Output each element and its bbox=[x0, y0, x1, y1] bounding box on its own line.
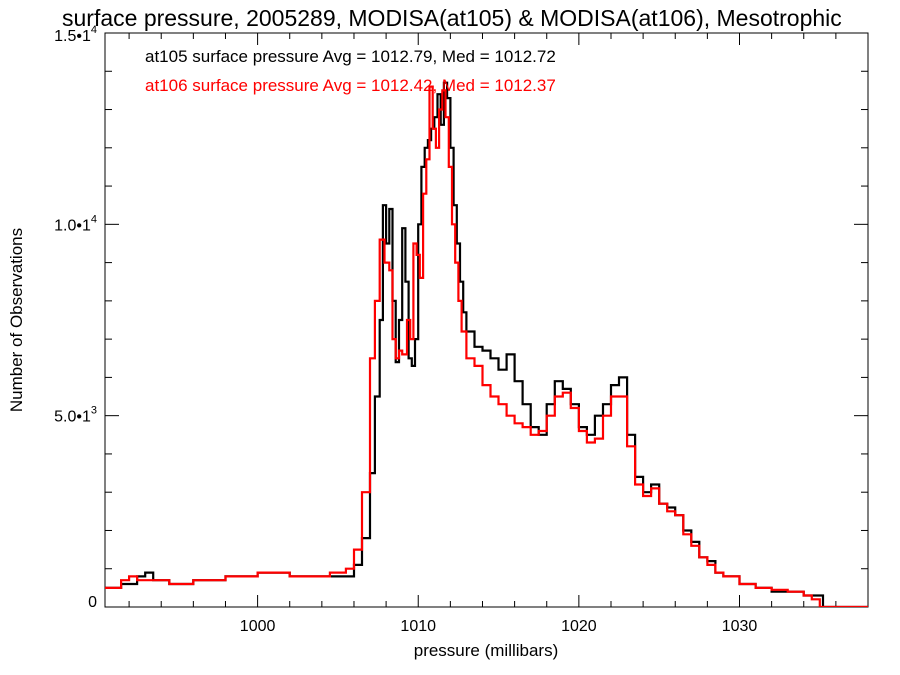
annotation-at106: at106 surface pressure Avg = 1012.42, Me… bbox=[145, 76, 556, 95]
annotation-at105: at105 surface pressure Avg = 1012.79, Me… bbox=[145, 47, 556, 66]
tick-labels: 1000 1010 1020 1030 0 5.0•13 1.0•14 1.5•14 bbox=[54, 24, 757, 635]
x-tick-label: 1020 bbox=[561, 618, 597, 635]
series-line-1 bbox=[105, 85, 868, 607]
x-axis-label: pressure (millibars) bbox=[414, 641, 559, 660]
chart-title: surface pressure, 2005289, MODISA(at105)… bbox=[62, 5, 842, 31]
y-axis-label: Number of Observations bbox=[7, 228, 26, 412]
axis-ticks bbox=[105, 33, 868, 607]
y-tick-label: 1.0•14 bbox=[54, 213, 97, 234]
series-line-0 bbox=[105, 81, 868, 607]
y-tick-label: 5.0•13 bbox=[54, 405, 97, 426]
y-tick-label: 0 bbox=[88, 594, 97, 611]
y-tick-label: 1.5•14 bbox=[54, 24, 97, 45]
series-layer bbox=[105, 81, 868, 607]
x-tick-label: 1030 bbox=[722, 618, 758, 635]
x-tick-label: 1000 bbox=[240, 618, 276, 635]
x-tick-label: 1010 bbox=[400, 618, 436, 635]
plot-area-frame bbox=[104, 32, 869, 608]
